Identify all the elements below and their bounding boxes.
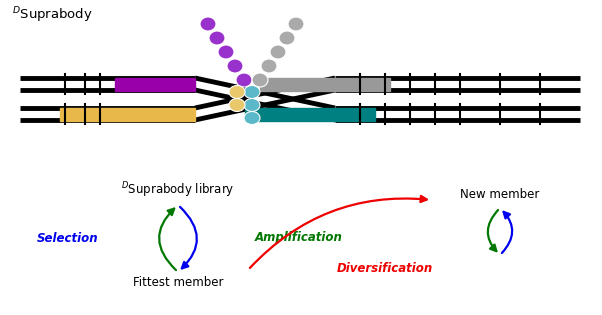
Text: $^{D}$Suprabody: $^{D}$Suprabody <box>12 5 93 25</box>
Text: Fittest member: Fittest member <box>133 277 223 289</box>
Ellipse shape <box>244 112 260 124</box>
Text: New member: New member <box>461 187 539 201</box>
Ellipse shape <box>200 17 216 31</box>
Ellipse shape <box>288 17 304 31</box>
Ellipse shape <box>279 31 295 45</box>
Ellipse shape <box>244 99 260 112</box>
Ellipse shape <box>209 31 225 45</box>
Text: Diversification: Diversification <box>337 261 433 274</box>
Bar <box>260 78 390 91</box>
Ellipse shape <box>227 59 243 73</box>
Ellipse shape <box>236 73 252 87</box>
Bar <box>60 108 195 121</box>
Text: Selection: Selection <box>36 232 98 244</box>
Ellipse shape <box>229 85 245 99</box>
Ellipse shape <box>218 45 234 59</box>
Ellipse shape <box>229 99 245 112</box>
Text: $^{D}$Suprabody library: $^{D}$Suprabody library <box>121 180 235 200</box>
Ellipse shape <box>252 73 268 87</box>
Ellipse shape <box>270 45 286 59</box>
Bar <box>115 78 195 91</box>
Text: Amplification: Amplification <box>255 232 343 244</box>
Bar <box>245 108 375 121</box>
Ellipse shape <box>261 59 277 73</box>
Ellipse shape <box>244 85 260 99</box>
